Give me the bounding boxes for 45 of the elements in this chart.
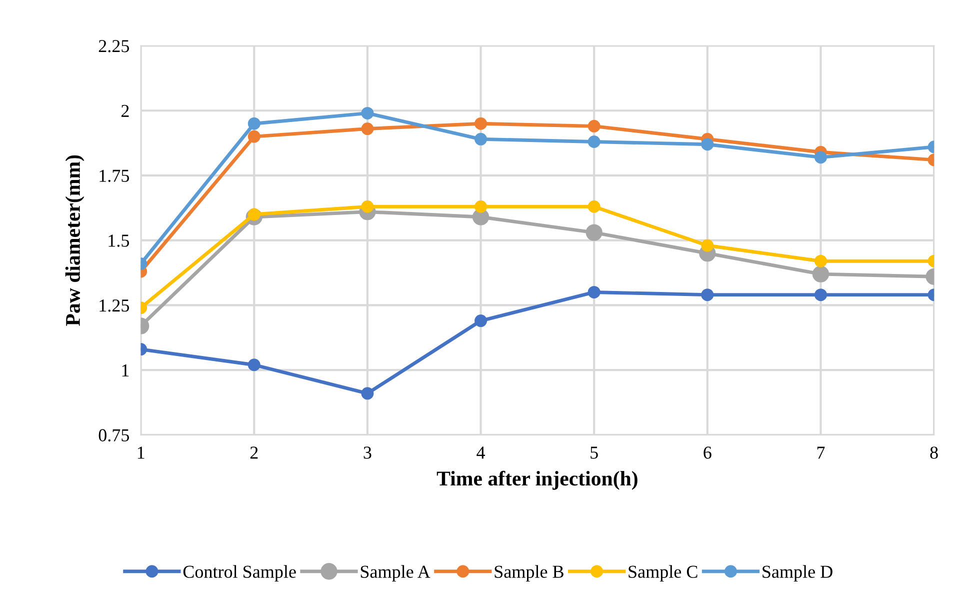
point: [588, 286, 600, 298]
x-tick-label: 5: [590, 446, 598, 459]
point: [812, 266, 830, 282]
point: [588, 200, 600, 213]
point: [586, 224, 602, 241]
point: [361, 387, 374, 400]
point: [361, 200, 374, 213]
y-tick-label: 1.5: [108, 234, 130, 247]
y-tick-label: 1: [122, 364, 129, 376]
point: [361, 106, 374, 120]
y-axis-title: Paw diameter(mm): [65, 155, 84, 326]
x-tick-label: 1: [138, 446, 144, 459]
point: [814, 151, 827, 164]
legend-label: Sample C: [628, 565, 698, 582]
point: [474, 117, 488, 130]
x-tick-label: 7: [817, 446, 825, 459]
point: [701, 239, 714, 252]
point: [361, 122, 374, 136]
point: [814, 288, 827, 302]
x-axis-title: Time after injection(h): [436, 470, 638, 490]
y-tick-label: 1.25: [100, 300, 130, 312]
legend-label: Sample B: [494, 565, 564, 582]
point: [588, 120, 600, 132]
point: [701, 138, 714, 151]
y-tick-label: 0.75: [98, 429, 130, 442]
x-tick-label: 6: [704, 446, 712, 459]
point: [248, 117, 260, 130]
x-tick-label: 2: [250, 446, 258, 459]
x-tick-label: 8: [930, 446, 938, 459]
x-tick-label: 3: [364, 446, 372, 459]
point: [474, 314, 488, 328]
y-tick-label: 2: [121, 104, 129, 117]
y-tick-label: 1.75: [100, 170, 130, 182]
legend-label: Sample A: [360, 565, 430, 582]
point: [474, 132, 488, 146]
point: [248, 358, 260, 372]
point: [474, 200, 488, 213]
x-tick-label: 4: [476, 446, 486, 459]
point: [814, 254, 827, 268]
y-tick-label: 2.25: [98, 40, 130, 52]
legend-label: Control Sample: [183, 565, 296, 582]
point: [701, 288, 714, 302]
point: [248, 130, 260, 143]
legend-label: Sample D: [762, 565, 832, 582]
point: [588, 135, 600, 148]
